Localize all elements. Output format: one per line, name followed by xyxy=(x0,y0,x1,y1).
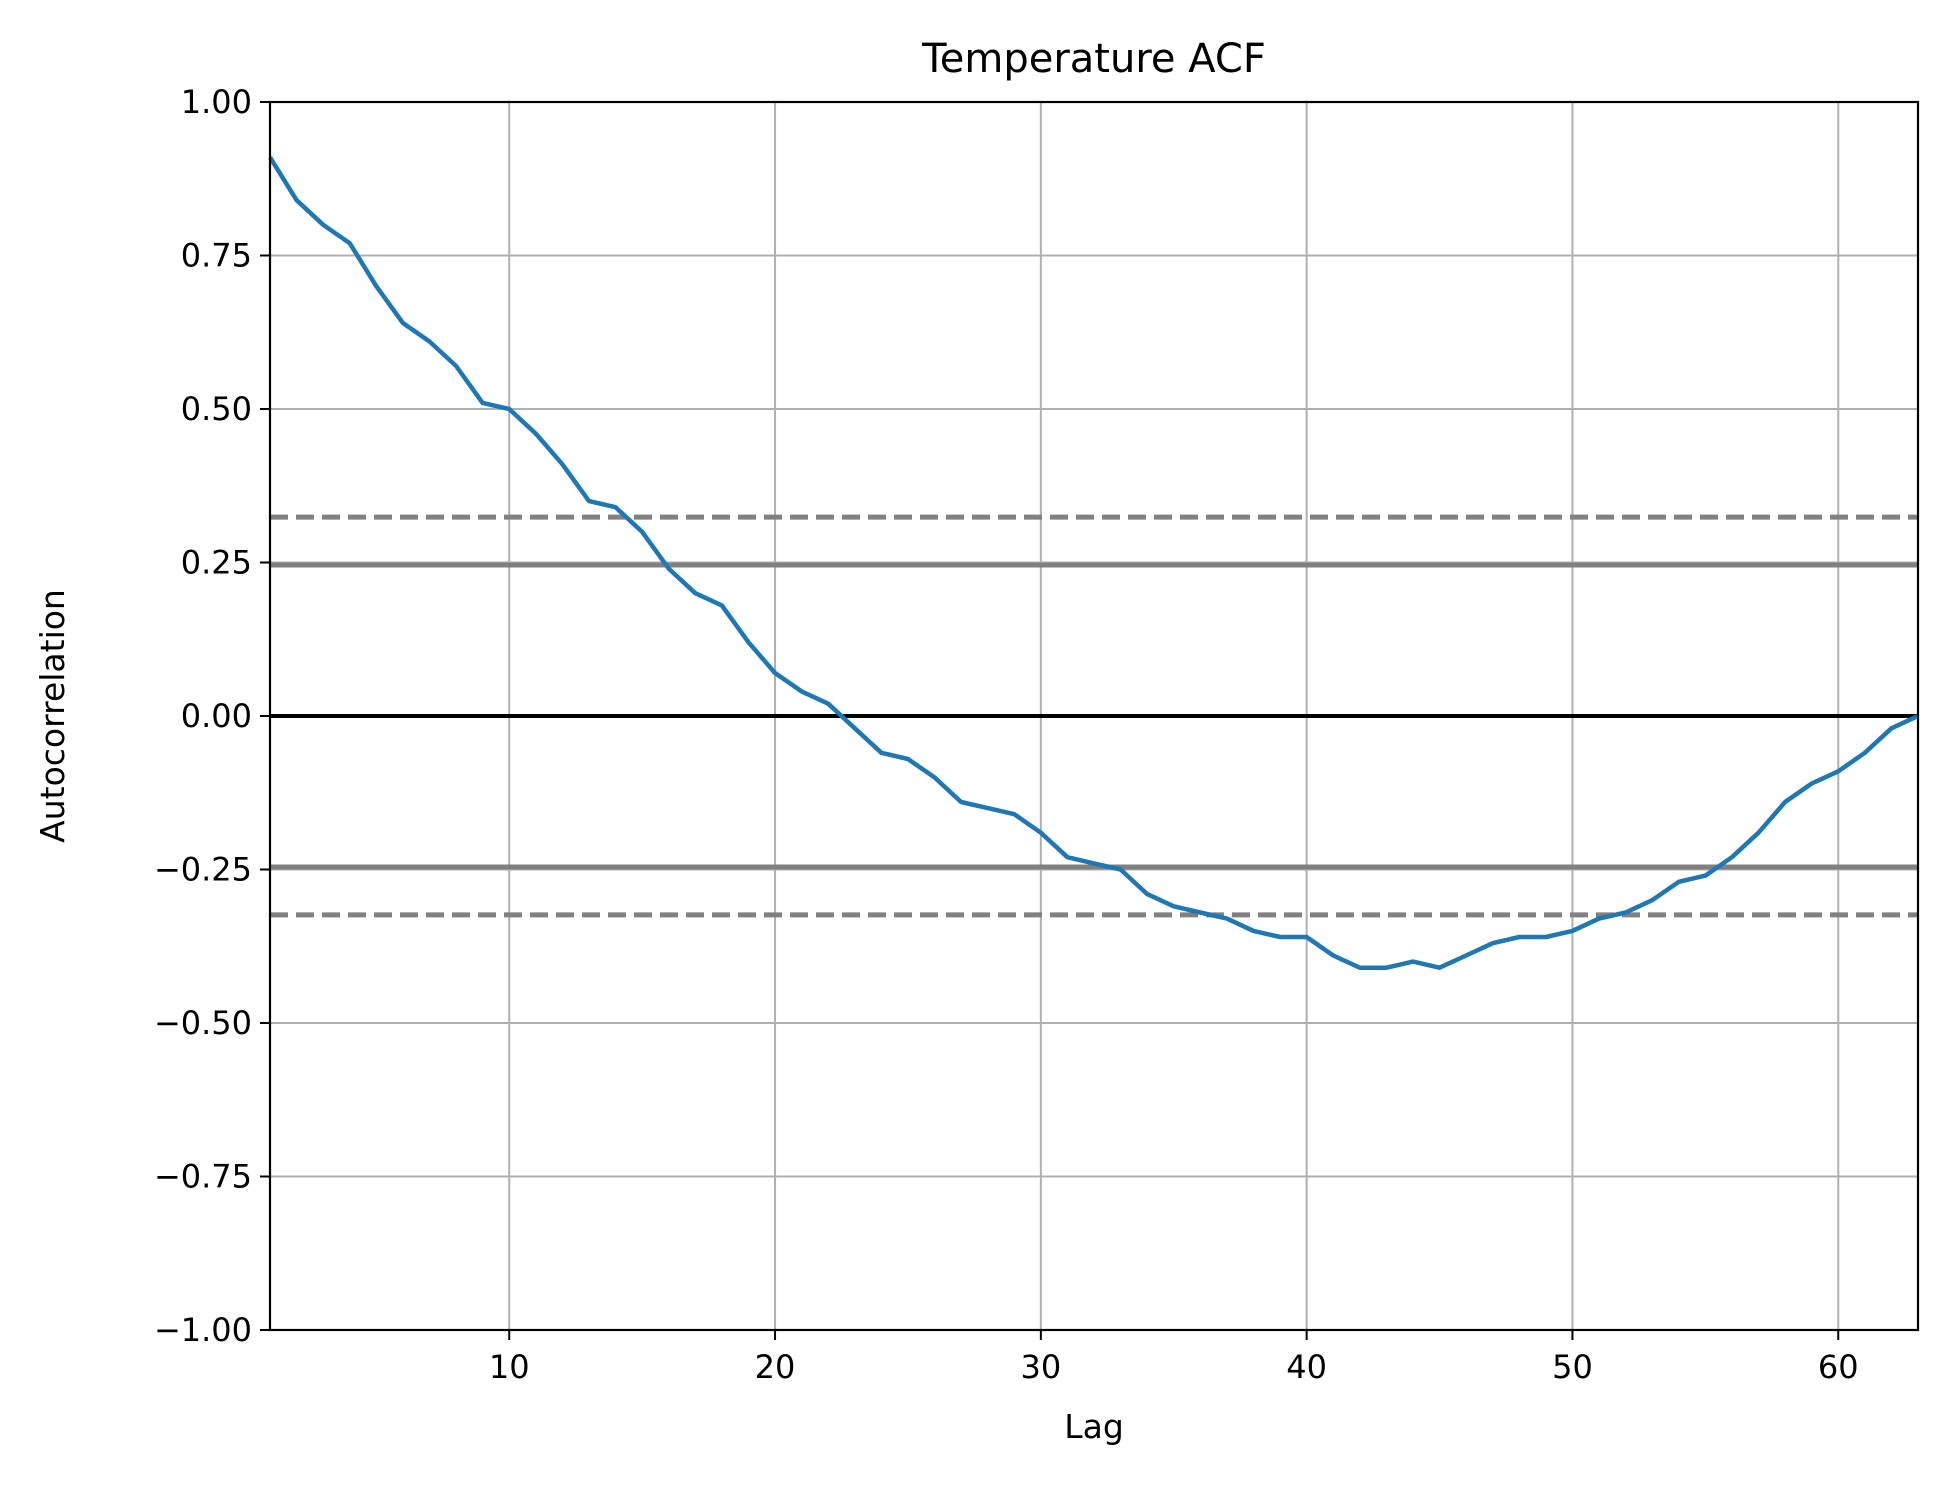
x-axis-ticks: 10 20 30 40 50 60 xyxy=(489,1330,1859,1386)
x-tick-label: 20 xyxy=(755,1348,796,1386)
y-tick-label: 1.00 xyxy=(181,83,252,121)
y-axis-ticks: 1.00 0.75 0.50 0.25 0.00 −0.25 −0.50 −0.75 −1.00 xyxy=(154,83,270,1349)
y-tick-label: 0.25 xyxy=(181,544,252,582)
x-tick-label: 40 xyxy=(1286,1348,1327,1386)
y-tick-label: −1.00 xyxy=(154,1311,252,1349)
y-tick-label: 0.50 xyxy=(181,390,252,428)
y-axis-label: Autocorrelation xyxy=(33,589,72,843)
y-tick-label: 0.00 xyxy=(181,697,252,735)
y-tick-label: −0.75 xyxy=(154,1158,252,1196)
acf-series-line xyxy=(268,156,1919,970)
y-tick-label: −0.25 xyxy=(154,851,252,889)
x-tick-label: 10 xyxy=(489,1348,530,1386)
chart-title: Temperature ACF xyxy=(921,36,1266,82)
y-tick-label: 0.75 xyxy=(181,237,252,275)
y-tick-label: −0.50 xyxy=(154,1004,252,1042)
x-tick-label: 50 xyxy=(1552,1348,1593,1386)
x-tick-label: 60 xyxy=(1818,1348,1859,1386)
x-tick-label: 30 xyxy=(1020,1348,1061,1386)
series-group xyxy=(268,156,1919,970)
reference-lines xyxy=(270,514,1918,918)
x-axis-label: Lag xyxy=(1064,1407,1124,1446)
